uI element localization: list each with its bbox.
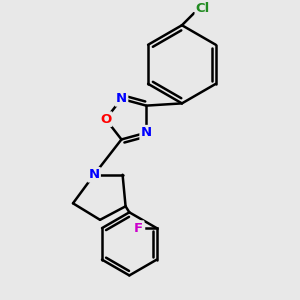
Text: F: F: [134, 222, 143, 235]
Text: N: N: [88, 168, 100, 181]
Text: N: N: [116, 92, 127, 105]
Text: Cl: Cl: [196, 2, 210, 15]
Text: N: N: [141, 126, 152, 139]
Text: O: O: [100, 113, 111, 126]
